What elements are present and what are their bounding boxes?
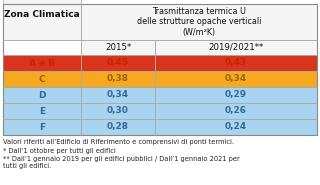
Bar <box>155 103 317 119</box>
Text: 0,38: 0,38 <box>107 75 129 83</box>
Bar <box>81 4 317 40</box>
Text: D: D <box>38 90 46 100</box>
Bar <box>3 103 81 119</box>
Text: Trasmittanza termica U
delle strutture opache verticali
(W/m²K): Trasmittanza termica U delle strutture o… <box>137 7 261 37</box>
Bar <box>3 0 81 40</box>
Text: 0,43: 0,43 <box>225 58 247 68</box>
Text: 0,34: 0,34 <box>225 75 247 83</box>
Bar <box>155 55 317 71</box>
Bar <box>81 119 155 135</box>
Text: 2019/2021**: 2019/2021** <box>208 43 264 52</box>
Text: F: F <box>39 122 45 132</box>
Text: A e B: A e B <box>29 58 55 68</box>
Bar <box>81 103 155 119</box>
Bar <box>3 4 317 135</box>
Text: Valori riferiti all’Edificio di Riferimento e comprensivi di ponti termici.: Valori riferiti all’Edificio di Riferime… <box>3 139 234 145</box>
Bar <box>155 119 317 135</box>
Text: 0,29: 0,29 <box>225 90 247 100</box>
Text: Zona Climatica: Zona Climatica <box>4 10 80 19</box>
Text: 0,26: 0,26 <box>225 107 247 115</box>
Bar <box>81 55 155 71</box>
Text: E: E <box>39 107 45 115</box>
Bar <box>3 119 81 135</box>
Bar <box>81 71 155 87</box>
Bar <box>155 87 317 103</box>
Text: 0,24: 0,24 <box>225 122 247 132</box>
Bar <box>81 40 155 55</box>
Text: 0,34: 0,34 <box>107 90 129 100</box>
Bar <box>3 71 81 87</box>
Text: 0,30: 0,30 <box>107 107 129 115</box>
Text: ** Dall’1 gennaio 2019 per gli edifici pubblici / Dall’1 gennaio 2021 per
tutti : ** Dall’1 gennaio 2019 per gli edifici p… <box>3 156 240 169</box>
Bar <box>3 87 81 103</box>
Text: C: C <box>39 75 45 83</box>
Bar <box>155 40 317 55</box>
Text: 0,28: 0,28 <box>107 122 129 132</box>
Text: * Dall’1 ottobre per tutti gli edifici: * Dall’1 ottobre per tutti gli edifici <box>3 148 116 154</box>
Text: 0,45: 0,45 <box>107 58 129 68</box>
Bar <box>81 87 155 103</box>
Text: 2015*: 2015* <box>105 43 131 52</box>
Bar <box>3 55 81 71</box>
Bar <box>155 71 317 87</box>
